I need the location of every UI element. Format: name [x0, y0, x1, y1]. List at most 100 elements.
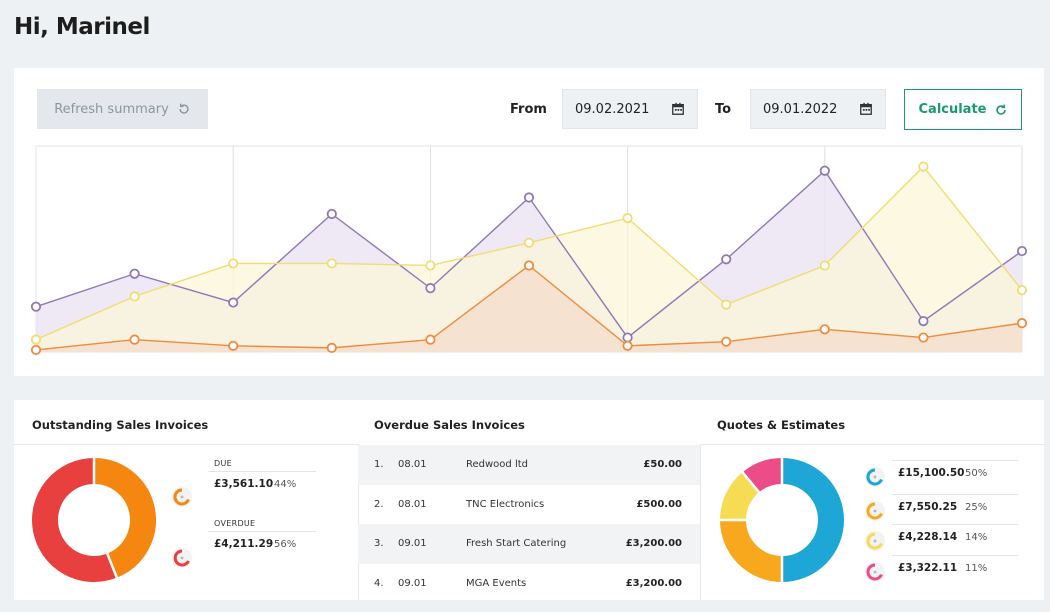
- quote-ring-icon: [865, 562, 885, 582]
- data-point[interactable]: [1016, 285, 1028, 296]
- data-point[interactable]: [228, 340, 239, 351]
- to-date-input[interactable]: [763, 101, 855, 117]
- data-point[interactable]: [326, 208, 337, 220]
- calendar-icon[interactable]: [859, 102, 873, 116]
- calendar-icon[interactable]: [671, 102, 685, 116]
- data-point[interactable]: [622, 332, 633, 343]
- data-point[interactable]: [1016, 245, 1028, 257]
- donut-slice[interactable]: [93, 458, 156, 578]
- calculate-button[interactable]: Calculate: [904, 89, 1022, 130]
- quote-amount: £3,322.11: [898, 562, 958, 574]
- refresh-summary-button[interactable]: Refresh summary: [37, 89, 208, 129]
- data-point[interactable]: [326, 258, 337, 269]
- data-point[interactable]: [30, 334, 42, 345]
- donut-slice[interactable]: [720, 472, 760, 521]
- overdue-ring-icon: [172, 548, 192, 568]
- quote-ring-icon: [865, 501, 885, 521]
- data-point[interactable]: [622, 213, 633, 224]
- chart-card: Refresh summary From To Calculate: [14, 68, 1044, 376]
- data-point[interactable]: [918, 316, 929, 327]
- data-point[interactable]: [326, 342, 337, 353]
- row-date: 08.01: [398, 459, 427, 471]
- divider: [892, 524, 1018, 525]
- quote-amount: £7,550.25: [898, 501, 958, 513]
- row-index: 4.: [374, 577, 384, 589]
- row-index: 1.: [374, 459, 384, 471]
- data-point[interactable]: [129, 268, 140, 279]
- row-index: 2.: [374, 498, 384, 510]
- to-label: To: [715, 102, 732, 117]
- data-point[interactable]: [918, 332, 929, 343]
- data-point[interactable]: [129, 334, 140, 345]
- data-point[interactable]: [523, 260, 535, 271]
- divider: [700, 444, 1044, 445]
- data-point[interactable]: [819, 165, 830, 176]
- data-point[interactable]: [228, 258, 239, 269]
- divider: [14, 444, 358, 445]
- series-area-2: [36, 265, 1022, 352]
- summary-panels: Outstanding Sales Invoices DUE £3,561.10…: [14, 400, 1044, 600]
- divider: [892, 494, 1018, 495]
- donut-slice[interactable]: [720, 519, 783, 582]
- overdue-title: Overdue Sales Invoices: [374, 418, 525, 432]
- table-row[interactable]: 1. 08.01 Redwood ltd £50.00: [358, 445, 700, 485]
- row-date: 09.01: [398, 577, 427, 589]
- data-point[interactable]: [129, 291, 140, 302]
- table-row[interactable]: 2. 08.01 TNC Electronics £500.00: [358, 485, 700, 525]
- data-point[interactable]: [228, 297, 239, 308]
- data-point[interactable]: [1016, 318, 1028, 329]
- data-point[interactable]: [721, 336, 732, 347]
- from-date-field[interactable]: [562, 89, 698, 129]
- data-point[interactable]: [30, 344, 42, 356]
- quote-percent: 11%: [965, 563, 988, 574]
- quote-percent: 25%: [965, 502, 988, 513]
- donut-slice[interactable]: [32, 458, 117, 582]
- data-point[interactable]: [425, 260, 436, 271]
- greeting: Hi, Marinel: [14, 14, 150, 40]
- overdue-caption: OVERDUE: [214, 519, 256, 528]
- data-point[interactable]: [819, 324, 830, 335]
- row-customer: MGA Events: [466, 577, 527, 589]
- data-point[interactable]: [819, 260, 830, 271]
- quotes-donut-chart: [720, 458, 844, 582]
- data-point[interactable]: [425, 334, 436, 345]
- refresh-icon: [994, 103, 1008, 117]
- data-point[interactable]: [30, 301, 42, 312]
- data-point[interactable]: [721, 299, 732, 310]
- from-date-input[interactable]: [575, 101, 667, 117]
- data-point[interactable]: [622, 340, 633, 351]
- from-label: From: [510, 102, 547, 117]
- slice-separator: [740, 470, 761, 494]
- donut-slice[interactable]: [742, 458, 783, 493]
- table-row[interactable]: 4. 09.01 MGA Events £3,200.00: [358, 564, 700, 604]
- donut-slice[interactable]: [781, 458, 844, 582]
- row-index: 3.: [374, 538, 384, 550]
- due-percent: 44%: [274, 479, 297, 490]
- row-date: 09.01: [398, 538, 427, 550]
- row-customer: Redwood ltd: [466, 459, 528, 471]
- row-amount: £500.00: [636, 498, 682, 510]
- data-point[interactable]: [425, 283, 436, 294]
- row-amount: £3,200.00: [625, 577, 682, 589]
- divider: [700, 444, 701, 600]
- due-ring-icon: [172, 487, 192, 507]
- data-point[interactable]: [721, 254, 732, 265]
- quotes-title: Quotes & Estimates: [717, 418, 846, 432]
- data-point[interactable]: [523, 192, 535, 203]
- to-date-field[interactable]: [750, 89, 886, 129]
- divider: [358, 444, 359, 600]
- calculate-label: Calculate: [918, 102, 987, 117]
- outstanding-donut-chart: [32, 458, 156, 582]
- data-point[interactable]: [918, 161, 929, 172]
- quote-amount: £15,100.50: [898, 467, 965, 479]
- row-amount: £50.00: [643, 459, 682, 471]
- row-amount: £3,200.00: [625, 538, 682, 550]
- refresh-icon: [177, 102, 191, 116]
- row-customer: Fresh Start Catering: [466, 538, 567, 550]
- row-customer: TNC Electronics: [466, 498, 545, 510]
- data-point[interactable]: [523, 237, 535, 248]
- quote-amount: £4,228.14: [898, 531, 958, 543]
- overdue-amount: £4,211.29: [214, 538, 274, 550]
- due-caption: DUE: [214, 459, 232, 468]
- table-row[interactable]: 3. 09.01 Fresh Start Catering £3,200.00: [358, 524, 700, 564]
